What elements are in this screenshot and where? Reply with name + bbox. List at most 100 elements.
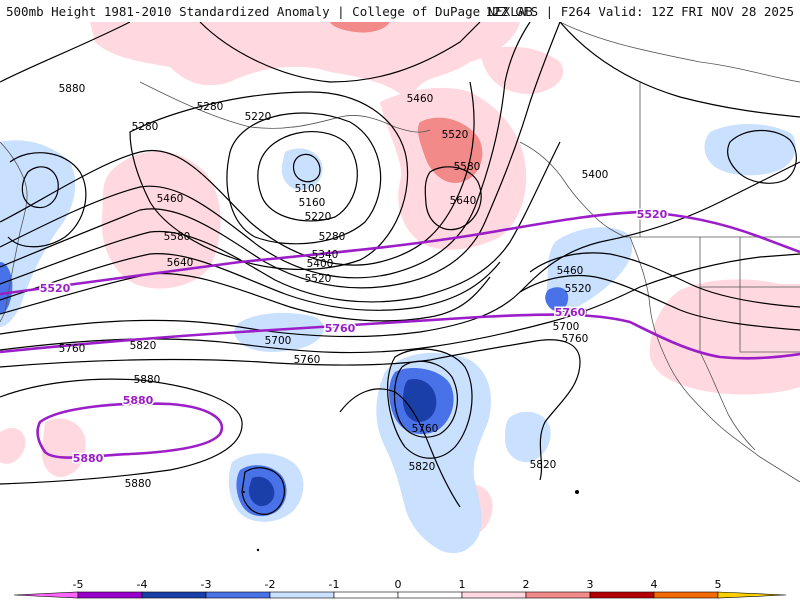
border-states-2 [739, 237, 800, 353]
anomaly-pos-north-band [90, 22, 520, 102]
colorbar-seg--2 [269, 591, 335, 599]
anomaly-colorbar: -5 -4 -3 -2 -1 0 1 2 3 4 5 [13, 578, 787, 599]
label-5460: 5460 [407, 93, 434, 105]
label-5220: 5220 [305, 211, 332, 223]
highlight-label-5520: 5520 [40, 282, 71, 295]
colorbar-tick-label: -2 [265, 578, 276, 591]
colorbar-tick-label: 3 [587, 578, 594, 591]
contour-5580 [0, 253, 501, 311]
highlight-contour-5520 [0, 210, 800, 296]
map-title: 500mb Height 1981-2010 Standardized Anom… [6, 4, 533, 19]
label-5460: 5460 [557, 265, 584, 277]
contour-5880-south [339, 388, 461, 508]
colorbar-seg-3 [589, 591, 655, 599]
island-dot [243, 491, 245, 493]
contour-5400 [0, 22, 531, 279]
colorbar-seg-2 [525, 591, 591, 599]
highlight-labels: 5520 5520 5760 5760 5880 5880 [38, 207, 669, 467]
label-5880: 5880 [134, 374, 161, 386]
colorbar-seg--5 [77, 591, 143, 599]
label-5880: 5880 [125, 478, 152, 490]
label-5340: 5340 [312, 249, 339, 261]
contour-pnw-trough-2 [519, 274, 800, 331]
anomaly-neg-pnw-core [545, 287, 569, 312]
colorbar-tick-label: -4 [137, 578, 148, 591]
highlight-contour-5760 [0, 313, 800, 360]
title-bar: 500mb Height 1981-2010 Standardized Anom… [0, 0, 800, 23]
contour-5760-southwest [241, 467, 285, 515]
label-5280: 5280 [197, 101, 224, 113]
label-5520: 5520 [565, 283, 592, 295]
island-markers [243, 490, 579, 552]
anomaly-neg-subtropic-east [505, 411, 551, 463]
anomaly-pos-gulf-core [417, 117, 483, 183]
anomaly-pos-west-island [41, 418, 86, 478]
label-5700: 5700 [265, 335, 292, 347]
contour-5160 [257, 131, 358, 222]
colorbar-tick-label: -1 [329, 578, 340, 591]
colorbar-arrow-right [717, 591, 787, 599]
anomaly-map: 5280 5280 5220 5100 5160 5220 5280 5340 … [0, 22, 800, 576]
label-5640: 5640 [167, 257, 194, 269]
contour-5520 [0, 141, 561, 303]
anomaly-pos-west-small [0, 427, 26, 464]
label-5760: 5760 [412, 423, 439, 435]
label-5760: 5760 [59, 343, 86, 355]
coast-baja [699, 351, 756, 451]
contour-5340 [0, 81, 475, 266]
label-5220: 5220 [245, 111, 272, 123]
contour-5700 [0, 161, 800, 338]
contour-5100 [292, 153, 321, 183]
height-contours [0, 22, 800, 515]
anomaly-neg-southwest-core [248, 476, 275, 507]
contour-5760-south [393, 360, 458, 438]
colorbar-tick-label: -5 [73, 578, 84, 591]
anomaly-neg-low-center [281, 148, 323, 190]
contour-canada-low [727, 129, 797, 184]
label-5580: 5580 [164, 231, 191, 243]
coast-alaska [139, 81, 431, 133]
coast-northwest [0, 141, 28, 323]
positive-anomaly-fill [0, 22, 800, 536]
colorbar-seg-4 [653, 591, 719, 599]
contour-northwest-low-1 [21, 166, 59, 209]
label-5640: 5640 [450, 195, 477, 207]
contour-5220 [226, 112, 382, 245]
island-dot [256, 548, 260, 552]
contour-5640-north [424, 166, 482, 231]
colorbar-seg-0 [397, 591, 463, 599]
label-5460: 5460 [157, 193, 184, 205]
anomaly-pos-north-core [330, 22, 390, 33]
colorbar-segments [13, 591, 787, 599]
anomaly-neg-northwest-core [0, 262, 13, 314]
colorbar-seg--1 [333, 591, 399, 599]
model-run-info: 12Z GFS | F264 Valid: 12Z FRI NOV 28 202… [485, 4, 794, 19]
highlight-label-5760: 5760 [325, 322, 356, 335]
anomaly-neg-subtropic-core [402, 378, 437, 422]
contour-north-2 [199, 22, 481, 83]
anomaly-pos-midpac [101, 151, 221, 289]
anomaly-pos-east-northpac [480, 46, 564, 94]
highlight-contours [0, 210, 800, 459]
contour-north-1 [0, 22, 131, 83]
label-5280: 5280 [319, 231, 346, 243]
label-5580: 5580 [454, 161, 481, 173]
contour-pnw-trough-1 [529, 252, 800, 308]
colorbar-ticks: -5 -4 -3 -2 -1 0 1 2 3 4 5 [73, 578, 722, 591]
coast-panhandle [519, 141, 626, 238]
anomaly-neg-pnw [546, 227, 633, 313]
colorbar-seg--3 [205, 591, 271, 599]
label-5160: 5160 [299, 197, 326, 209]
highlight-label-5760: 5760 [555, 306, 586, 319]
label-5820: 5820 [409, 461, 436, 473]
highlight-label-5880: 5880 [123, 394, 154, 407]
label-5760: 5760 [562, 333, 589, 345]
anomaly-pos-southwest-us [649, 279, 800, 395]
label-5400: 5400 [307, 258, 334, 270]
contour-5820 [0, 339, 581, 481]
contour-5640 [0, 272, 491, 322]
label-5880: 5880 [59, 83, 86, 95]
highlight-label-5880: 5880 [73, 452, 104, 465]
contour-5820-south [386, 348, 473, 459]
